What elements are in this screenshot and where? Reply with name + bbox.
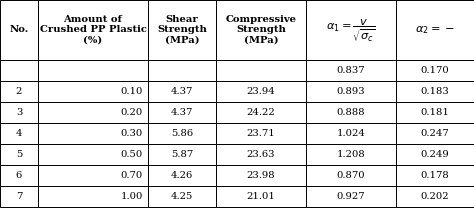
Text: Shear
Strength
(MPa): Shear Strength (MPa) [157, 15, 207, 45]
Text: 0.888: 0.888 [337, 108, 365, 117]
Bar [216, 81, 306, 102]
Text: 6: 6 [16, 171, 22, 180]
Bar [396, 0, 474, 60]
Text: 4.37: 4.37 [171, 87, 193, 96]
Bar [148, 144, 216, 165]
Text: 0.870: 0.870 [337, 171, 365, 180]
Bar [396, 165, 474, 186]
Text: 0.183: 0.183 [420, 87, 449, 96]
Bar [148, 60, 216, 81]
Bar [396, 60, 474, 81]
Bar [148, 123, 216, 144]
Bar [306, 102, 396, 123]
Bar [306, 165, 396, 186]
Text: 5.86: 5.86 [171, 129, 193, 138]
Bar [148, 102, 216, 123]
Text: 0.70: 0.70 [121, 171, 143, 180]
Bar [216, 123, 306, 144]
Bar [306, 81, 396, 102]
Bar [216, 102, 306, 123]
Bar [216, 60, 306, 81]
Text: 5.87: 5.87 [171, 150, 193, 159]
Bar [396, 144, 474, 165]
Text: 0.178: 0.178 [420, 171, 449, 180]
Text: 0.20: 0.20 [121, 108, 143, 117]
Text: 4.37: 4.37 [171, 108, 193, 117]
Text: 23.94: 23.94 [246, 87, 275, 96]
Bar [396, 81, 474, 102]
Bar [38, 144, 148, 165]
Bar [306, 0, 396, 60]
Bar [0, 81, 38, 102]
Bar [38, 186, 148, 207]
Bar [0, 60, 38, 81]
Bar [38, 102, 148, 123]
Bar [148, 186, 216, 207]
Bar [148, 0, 216, 60]
Bar [306, 60, 396, 81]
Bar [148, 165, 216, 186]
Bar [0, 186, 38, 207]
Text: $\mathit{\alpha}_1 = \dfrac{v}{\sqrt{\sigma_c}}$: $\mathit{\alpha}_1 = \dfrac{v}{\sqrt{\si… [326, 17, 376, 43]
Text: 23.71: 23.71 [246, 129, 275, 138]
Text: 23.63: 23.63 [247, 150, 275, 159]
Text: 4.25: 4.25 [171, 192, 193, 201]
Text: 0.249: 0.249 [420, 150, 449, 159]
Bar [0, 123, 38, 144]
Text: 0.181: 0.181 [420, 108, 449, 117]
Text: 0.837: 0.837 [337, 66, 365, 75]
Text: 0.893: 0.893 [337, 87, 365, 96]
Bar [38, 81, 148, 102]
Bar [38, 0, 148, 60]
Bar [306, 186, 396, 207]
Bar [38, 60, 148, 81]
Bar [0, 165, 38, 186]
Text: No.: No. [9, 26, 28, 35]
Text: 24.22: 24.22 [246, 108, 275, 117]
Bar [396, 102, 474, 123]
Text: 3: 3 [16, 108, 22, 117]
Bar [148, 81, 216, 102]
Text: 0.10: 0.10 [120, 87, 143, 96]
Text: 23.98: 23.98 [246, 171, 275, 180]
Text: 0.202: 0.202 [421, 192, 449, 201]
Bar [38, 165, 148, 186]
Text: Amount of
Crushed PP Plastic
(%): Amount of Crushed PP Plastic (%) [39, 15, 146, 45]
Bar [396, 186, 474, 207]
Text: 21.01: 21.01 [246, 192, 275, 201]
Text: 4: 4 [16, 129, 22, 138]
Bar [216, 186, 306, 207]
Text: 0.30: 0.30 [121, 129, 143, 138]
Bar [0, 102, 38, 123]
Text: 1.00: 1.00 [120, 192, 143, 201]
Bar [216, 165, 306, 186]
Text: 4.26: 4.26 [171, 171, 193, 180]
Text: $\mathit{\alpha}_2 = -$: $\mathit{\alpha}_2 = -$ [415, 24, 455, 36]
Bar [216, 0, 306, 60]
Text: 2: 2 [16, 87, 22, 96]
Text: 0.170: 0.170 [420, 66, 449, 75]
Bar [0, 144, 38, 165]
Bar [216, 144, 306, 165]
Text: 1.208: 1.208 [337, 150, 365, 159]
Text: 7: 7 [16, 192, 22, 201]
Bar [38, 123, 148, 144]
Bar [306, 123, 396, 144]
Bar [306, 144, 396, 165]
Text: 0.247: 0.247 [420, 129, 449, 138]
Bar [396, 123, 474, 144]
Text: 0.50: 0.50 [121, 150, 143, 159]
Text: 0.927: 0.927 [337, 192, 365, 201]
Text: Compressive
Strength
(MPa): Compressive Strength (MPa) [226, 15, 297, 45]
Text: 1.024: 1.024 [337, 129, 365, 138]
Bar [0, 0, 38, 60]
Text: 5: 5 [16, 150, 22, 159]
